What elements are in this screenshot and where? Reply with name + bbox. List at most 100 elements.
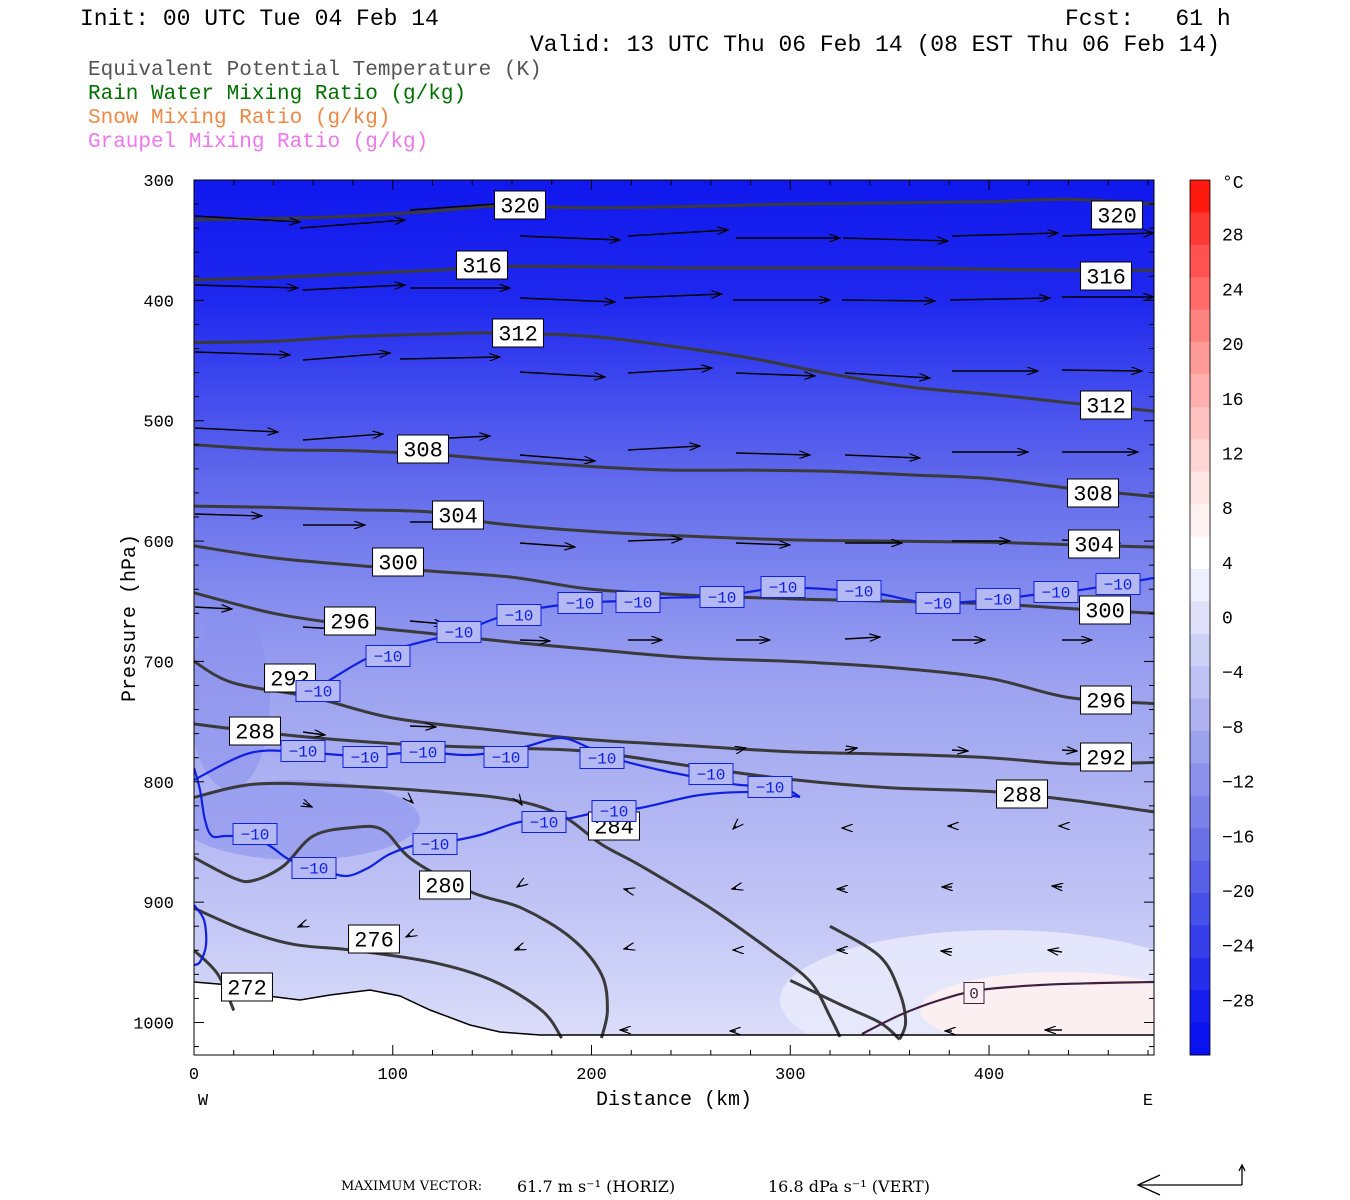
temp-minus10-label: −10 xyxy=(280,740,326,762)
colorbar-swatch xyxy=(1190,860,1210,894)
colorbar-swatch xyxy=(1190,633,1210,667)
theta-e-label-276-text: 276 xyxy=(354,929,394,954)
theta-e-contour-280 xyxy=(194,824,609,1039)
theta-e-label-288-text: 288 xyxy=(235,721,275,746)
wind-vector xyxy=(299,220,405,229)
theta-e-contour-304 xyxy=(194,504,1154,549)
y-tick-label: 300 xyxy=(143,173,174,192)
colorbar-unit: °C xyxy=(1222,174,1244,194)
colorbar-swatch xyxy=(1190,795,1210,829)
theta-e-label-288-text: 288 xyxy=(1002,784,1042,809)
max-vector-label: MAXIMUM VECTOR: xyxy=(341,1179,483,1194)
wind-vector xyxy=(194,285,298,288)
temp-minus10-label-text: −10 xyxy=(304,684,333,702)
wind-vector xyxy=(409,726,436,727)
theta-e-label-312: 312 xyxy=(492,318,544,348)
wind-vector xyxy=(624,948,628,949)
theta-e-contour-312 xyxy=(194,331,1154,413)
colorbar-swatch xyxy=(1190,892,1210,926)
temp-minus10-label: −10 xyxy=(436,621,482,643)
colorbar-frame xyxy=(1189,179,1211,1056)
colorbar-label: 16 xyxy=(1222,391,1244,411)
temp-minus10-label-text: −10 xyxy=(708,590,737,608)
wind-vector xyxy=(951,233,1058,236)
temp-minus10-contour xyxy=(194,904,208,967)
temp-minus10-label: −10 xyxy=(915,592,961,614)
forecast-hour: Fcst: 61 h xyxy=(1065,6,1231,32)
wind-vector xyxy=(623,294,722,299)
colorbar-swatch xyxy=(1190,504,1210,537)
terrain-mask xyxy=(194,982,1154,1055)
temp-minus10-label-text: −10 xyxy=(566,596,595,614)
theta-e-contour-320 xyxy=(194,197,1154,222)
theta-e-label-296-text: 296 xyxy=(330,611,370,636)
y-axis-label: Pressure (hPa) xyxy=(119,534,142,702)
theta-e-label-308-text: 308 xyxy=(403,439,443,464)
temp-minus10-label: −10 xyxy=(557,592,603,614)
wind-vector xyxy=(844,455,920,458)
theta-e-contour-272 xyxy=(194,949,236,1012)
wind-vector xyxy=(1048,950,1063,952)
wind-vector xyxy=(941,951,952,952)
wind-vector xyxy=(519,297,615,302)
temp-minus10-label: −10 xyxy=(1095,573,1141,595)
theta-e-label-292-text: 292 xyxy=(1086,747,1126,772)
colorbar-label: 20 xyxy=(1222,336,1244,356)
temp-minus10-label: −10 xyxy=(232,823,278,845)
x-right-direction: E xyxy=(1143,1092,1153,1111)
colorbar-label: 24 xyxy=(1222,281,1244,301)
wind-vector xyxy=(949,298,1050,300)
temp-minus10-label-text: −10 xyxy=(300,861,329,879)
theta-e-label-288: 288 xyxy=(229,716,281,746)
colorbar-swatch xyxy=(1190,212,1210,246)
wind-vector xyxy=(951,750,968,751)
wind-vector xyxy=(844,372,930,378)
temp-minus10-label: −10 xyxy=(760,576,806,598)
temp-zero-label-text: 0 xyxy=(969,986,979,1004)
colorbar-swatch xyxy=(1190,439,1210,473)
colorbar-swatch xyxy=(1190,180,1210,213)
max-vector-vert-arrow xyxy=(1238,1163,1246,1185)
theta-e-label-308-text: 308 xyxy=(1073,483,1113,508)
wind-vector xyxy=(519,235,620,240)
temp-minus10-label-text: −10 xyxy=(374,649,403,667)
colorbar-swatch xyxy=(1190,374,1210,408)
colorbar-swatch xyxy=(1190,568,1210,602)
legend-snow: Snow Mixing Ratio (g/kg) xyxy=(88,107,391,130)
wind-vector xyxy=(409,203,510,211)
temp-zero-label: 0 xyxy=(963,982,985,1004)
y-tick-label: 1000 xyxy=(133,1016,174,1035)
wind-vector xyxy=(302,353,390,361)
colorbar-swatch xyxy=(1190,601,1210,635)
theta-e-label-304-text: 304 xyxy=(438,505,478,530)
wind-vector xyxy=(302,285,405,291)
wind-vector xyxy=(298,925,303,927)
wind-vector xyxy=(844,637,880,639)
wind-vector xyxy=(302,732,325,735)
max-vector-horiz-arrow xyxy=(1136,1174,1242,1196)
temp-minus10-label-text: −10 xyxy=(769,580,798,598)
wind-vector xyxy=(399,357,500,359)
theta-e-label-272: 272 xyxy=(221,972,273,1002)
temp-minus10-label: −10 xyxy=(699,586,745,608)
theta-e-label-312-text: 312 xyxy=(498,323,538,348)
temp-minus10-label: −10 xyxy=(483,746,529,768)
temp-minus10-label: −10 xyxy=(975,588,1021,610)
colorbar-label: 8 xyxy=(1222,500,1233,520)
theta-e-label-316: 316 xyxy=(456,250,508,280)
x-axis-label: Distance (km) xyxy=(596,1089,752,1112)
wind-vector xyxy=(1061,370,1142,371)
temp-minus10-label: −10 xyxy=(591,800,637,822)
theta-e-label-280-text: 280 xyxy=(425,875,465,900)
wind-vector xyxy=(624,889,628,890)
theta-e-label-276: 276 xyxy=(348,924,400,954)
temp-minus10-label: −10 xyxy=(1033,581,1079,603)
colorbar-swatch xyxy=(1190,763,1210,797)
theta-e-contour-theta-r1 xyxy=(789,979,901,1041)
colorbar-swatch xyxy=(1190,342,1210,375)
wind-vector xyxy=(732,888,736,889)
colorbar-swatch xyxy=(1190,730,1210,764)
wind-vector xyxy=(1061,750,1077,751)
colorbar-swatch xyxy=(1190,698,1210,732)
